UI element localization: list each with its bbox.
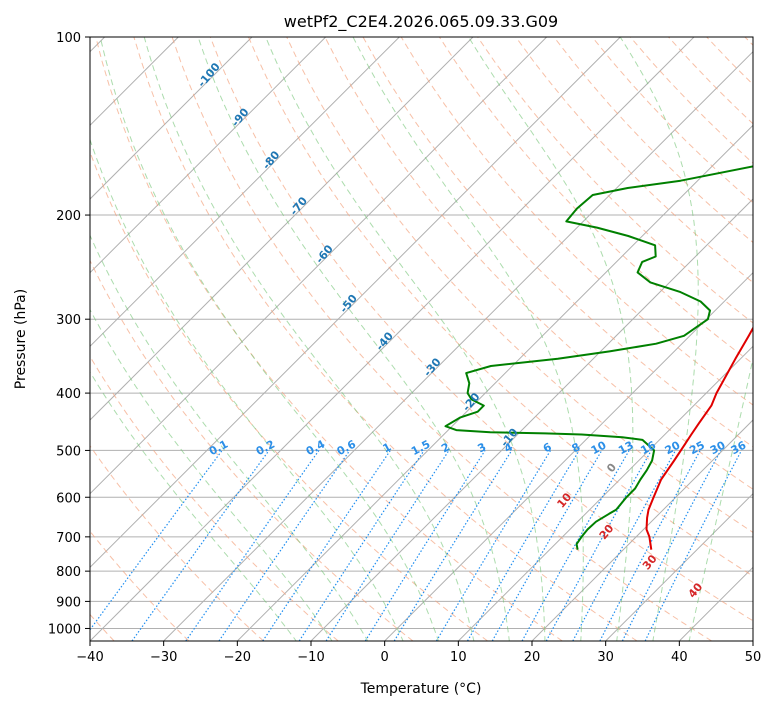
x-tick-label: −10 — [297, 650, 324, 665]
moist-adiabat — [619, 37, 699, 641]
axes-layer: −40 −30 −20 −10 0 10 20 30 40 50 1000 900 800 700 600 5… — [48, 31, 761, 665]
moist-adiabat — [90, 234, 369, 641]
moist-adiabat — [352, 37, 584, 641]
chart-title: wetPf2_C2E4.2026.065.09.33.G09 — [284, 12, 558, 32]
moist-adiabat — [688, 355, 753, 641]
isotherm-line — [236, 124, 753, 641]
mixing-ratio-line — [298, 450, 425, 641]
dry-adiabat — [171, 37, 712, 641]
isotherm-line — [90, 37, 474, 421]
y-tick-label: 900 — [56, 595, 81, 610]
moist-adiabat — [468, 37, 634, 641]
dry-adiabat — [90, 259, 414, 641]
mixing-ratio-label: 13 — [616, 439, 636, 458]
y-tick-label: 600 — [56, 491, 81, 506]
dry-adiabat — [286, 37, 753, 534]
temperature-line — [645, 326, 753, 550]
mixing-ratio-line — [393, 450, 513, 641]
moist-adiabats — [90, 37, 753, 641]
mixing-ratio-label: 10 — [589, 438, 609, 457]
isotherm-line — [90, 37, 548, 495]
dry-adiabat — [248, 37, 753, 577]
moist-adiabat — [90, 308, 333, 641]
x-axis-label: Temperature (°C) — [360, 681, 482, 697]
x-tick-label: −30 — [150, 650, 177, 665]
y-tick-label: 200 — [56, 209, 81, 224]
moist-adiabat — [265, 37, 546, 641]
isotherm-line — [384, 271, 753, 641]
dry-adiabat — [515, 37, 753, 284]
mixing-ratio-line — [435, 450, 552, 641]
moist-adiabat — [90, 371, 297, 641]
mixing-ratio-line — [621, 450, 722, 641]
moist-adiabat — [143, 37, 475, 641]
x-tick-label: 30 — [597, 650, 614, 665]
x-tick-label: 10 — [450, 650, 467, 665]
y-tick-label: 500 — [56, 444, 81, 459]
isotherm-line — [531, 419, 753, 641]
x-tick-label: 20 — [524, 650, 541, 665]
mixing-ratio-line — [90, 450, 223, 631]
y-tick-label: 300 — [56, 313, 81, 328]
dry-adiabat — [133, 37, 638, 641]
y-tick-label: 800 — [56, 565, 81, 580]
moist-adiabat — [197, 37, 510, 641]
x-tick-label: −20 — [224, 650, 251, 665]
x-tick-label: 50 — [745, 650, 762, 665]
isotherm-line — [457, 345, 753, 641]
isotherm-line — [90, 37, 621, 569]
x-tick-label: −40 — [76, 650, 103, 665]
mixing-ratio-line — [572, 450, 677, 641]
mixing-ratio-label: 36 — [729, 438, 749, 457]
mixing-ratio-label: 16 — [638, 438, 658, 457]
y-tick-label: 100 — [56, 31, 81, 46]
moist-adiabat — [90, 138, 404, 641]
y-tick-label: 400 — [56, 387, 81, 402]
isotherm-line — [163, 50, 753, 641]
isotherm-line — [90, 37, 327, 274]
mixing-ratio-line — [185, 450, 320, 641]
moist-adiabat — [99, 37, 440, 641]
dry-adiabat — [209, 37, 753, 622]
mixing-ratio-line — [262, 450, 391, 641]
mixing-ratio-line — [131, 450, 270, 641]
mixing-ratio-label: 30 — [708, 438, 728, 457]
mixing-ratio-line — [545, 450, 652, 641]
y-axis-label: Pressure (hPa) — [13, 289, 29, 389]
sounding-series — [444, 165, 753, 550]
mixing-ratio-line — [521, 450, 630, 641]
mixing-ratio-lines — [90, 450, 743, 641]
dry-adiabat — [90, 444, 264, 641]
mixing-ratio-label: 20 — [663, 438, 683, 457]
mixing-ratio-line — [325, 450, 450, 641]
isotherm-line — [90, 37, 695, 641]
mixing-ratio-line — [218, 450, 351, 641]
mixing-ratio-line — [364, 450, 486, 641]
mixing-ratio-label: 25 — [687, 439, 707, 458]
y-tick-label: 1000 — [48, 622, 81, 637]
isotherm-line — [605, 492, 753, 641]
mixing-ratio-line — [599, 450, 701, 641]
y-tick-label: 700 — [56, 531, 81, 546]
dry-adiabat — [324, 37, 753, 490]
dry-adiabat — [95, 37, 563, 641]
mixing-ratio-line — [644, 450, 743, 641]
isotherm-line — [90, 37, 253, 200]
x-tick-label: 40 — [671, 650, 688, 665]
x-tick-label: 0 — [381, 650, 389, 665]
isotherm-line — [310, 198, 753, 641]
grid-layer — [90, 37, 753, 641]
plot-frame — [89, 36, 754, 642]
dewpoint-line — [444, 165, 753, 550]
